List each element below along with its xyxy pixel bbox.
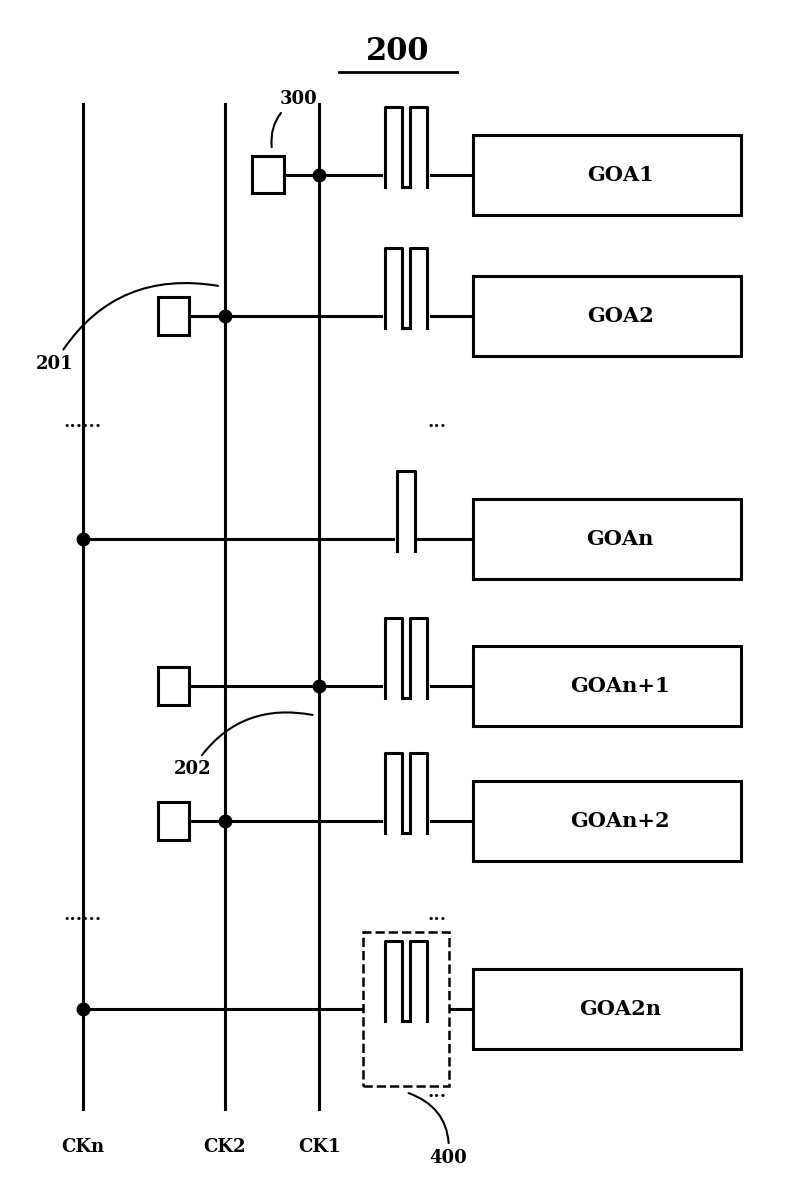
Bar [158, 803, 189, 841]
Text: 200: 200 [366, 36, 430, 66]
Text: 400: 400 [408, 1093, 467, 1166]
Bar [362, 933, 449, 1086]
Text: GOAn+1: GOAn+1 [570, 676, 670, 696]
Bar [473, 276, 740, 355]
Bar [473, 135, 740, 214]
Text: ......: ...... [64, 412, 102, 431]
Text: GOA1: GOA1 [587, 165, 654, 185]
Bar [473, 500, 740, 579]
Text: CK1: CK1 [298, 1138, 341, 1156]
Text: CKn: CKn [61, 1138, 104, 1156]
Text: GOAn: GOAn [587, 529, 654, 549]
Text: 202: 202 [174, 713, 313, 778]
Text: GOAn+2: GOAn+2 [570, 811, 670, 831]
Bar [473, 781, 740, 861]
Text: ...: ... [427, 906, 447, 925]
Text: GOA2n: GOA2n [579, 999, 661, 1019]
Text: 300: 300 [271, 90, 318, 147]
Text: 201: 201 [36, 283, 218, 373]
Text: ......: ...... [64, 906, 102, 925]
Text: CK2: CK2 [204, 1138, 246, 1156]
Bar [473, 970, 740, 1049]
Text: ...: ... [427, 412, 447, 431]
Text: GOA2: GOA2 [587, 305, 654, 326]
Bar [473, 646, 740, 726]
Bar [158, 668, 189, 704]
Bar [252, 156, 284, 193]
Text: ...: ... [427, 1082, 447, 1101]
Bar [158, 297, 189, 335]
